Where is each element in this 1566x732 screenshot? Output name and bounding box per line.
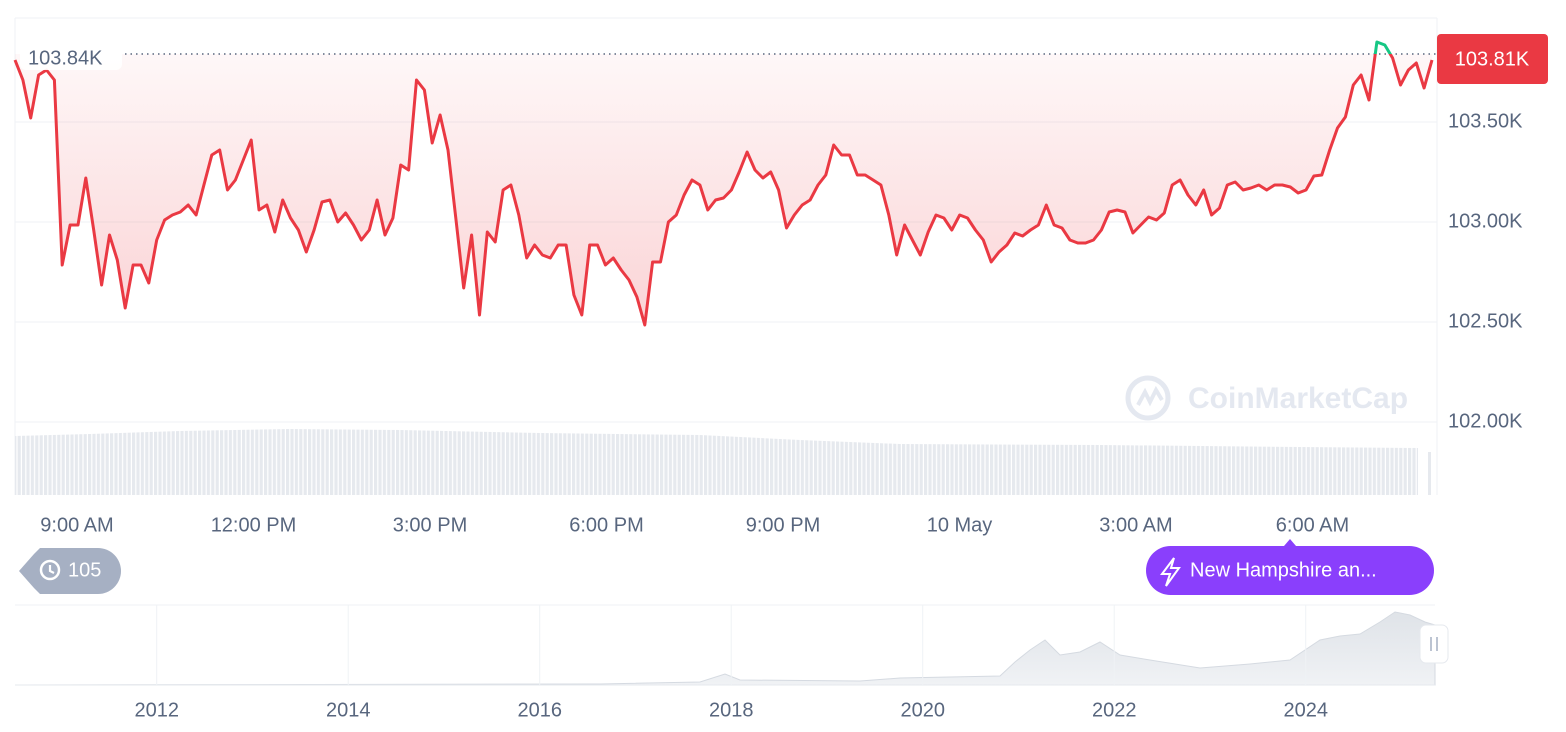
navigator-handle[interactable] [1419, 624, 1449, 664]
area-fill [15, 54, 1432, 325]
volume-bar [1428, 452, 1431, 495]
x-tick-label: 12:00 PM [211, 514, 297, 536]
watermark-text: CoinMarketCap [1188, 382, 1408, 415]
x-tick-label: 9:00 AM [40, 514, 113, 536]
y-tick-label: 102.50K [1448, 310, 1523, 332]
navigator-tick-label: 2016 [517, 699, 562, 721]
history-badge[interactable]: 105 [19, 548, 121, 594]
x-tick-label: 10 May [927, 514, 993, 536]
x-tick-label: 6:00 PM [569, 514, 643, 536]
x-tick-label: 3:00 AM [1099, 514, 1172, 536]
navigator [14, 604, 1436, 686]
navigator-tick-label: 2024 [1283, 699, 1328, 721]
news-text: New Hampshire an... [1190, 559, 1377, 581]
y-tick-label: 103.00K [1448, 210, 1523, 232]
watermark: CoinMarketCap [1125, 375, 1408, 421]
navigator-tick-label: 2014 [326, 699, 371, 721]
navigator-tick-label: 2012 [134, 699, 179, 721]
y-tick-label: 103.50K [1448, 110, 1523, 132]
current-price-label: 103.81K [1455, 48, 1530, 70]
x-tick-label: 9:00 PM [746, 514, 820, 536]
news-badge[interactable]: New Hampshire an... [1146, 539, 1434, 595]
volume-bars [15, 429, 1418, 495]
navigator-tick-label: 2020 [900, 699, 945, 721]
history-count: 105 [68, 559, 101, 581]
x-tick-label: 6:00 AM [1276, 514, 1349, 536]
x-tick-label: 3:00 PM [393, 514, 467, 536]
reference-label-bg [20, 34, 122, 70]
reference-label: 103.84K [28, 47, 103, 69]
navigator-tick-label: 2022 [1092, 699, 1137, 721]
current-price-badge [1437, 34, 1548, 84]
price-line [13, 54, 1434, 327]
y-tick-label: 102.00K [1448, 410, 1523, 432]
navigator-tick-label: 2018 [709, 699, 754, 721]
